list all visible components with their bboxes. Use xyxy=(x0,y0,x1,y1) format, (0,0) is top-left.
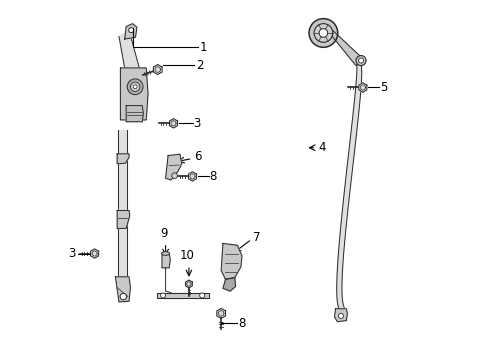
Circle shape xyxy=(308,19,337,47)
Polygon shape xyxy=(216,309,225,319)
Polygon shape xyxy=(188,172,196,181)
Circle shape xyxy=(133,85,137,89)
Polygon shape xyxy=(117,211,129,228)
Circle shape xyxy=(171,173,177,179)
Circle shape xyxy=(338,314,343,319)
Text: 2: 2 xyxy=(196,59,203,72)
Circle shape xyxy=(319,29,327,37)
Polygon shape xyxy=(332,30,361,65)
Polygon shape xyxy=(162,253,170,268)
Circle shape xyxy=(127,79,142,95)
Circle shape xyxy=(358,58,363,63)
Text: 3: 3 xyxy=(193,117,201,130)
Text: 1: 1 xyxy=(199,41,207,54)
Polygon shape xyxy=(124,24,137,39)
Text: 10: 10 xyxy=(179,249,194,262)
Polygon shape xyxy=(90,249,99,258)
Circle shape xyxy=(355,55,366,66)
Text: 8: 8 xyxy=(209,170,217,183)
Polygon shape xyxy=(169,119,177,128)
Polygon shape xyxy=(223,278,235,291)
Polygon shape xyxy=(126,105,143,122)
Polygon shape xyxy=(336,64,361,308)
Circle shape xyxy=(130,82,140,91)
Text: 9: 9 xyxy=(160,227,167,240)
Circle shape xyxy=(128,28,133,33)
Polygon shape xyxy=(117,154,129,164)
Polygon shape xyxy=(115,277,130,302)
Polygon shape xyxy=(334,309,346,321)
Text: 4: 4 xyxy=(317,141,325,154)
Text: 5: 5 xyxy=(379,81,386,94)
Polygon shape xyxy=(119,30,140,76)
Text: 7: 7 xyxy=(253,231,261,244)
Polygon shape xyxy=(118,130,126,277)
Polygon shape xyxy=(120,68,148,120)
Circle shape xyxy=(313,24,332,42)
Circle shape xyxy=(199,293,204,298)
Polygon shape xyxy=(221,243,242,279)
Text: 3: 3 xyxy=(68,247,75,260)
Polygon shape xyxy=(156,293,208,298)
Text: 6: 6 xyxy=(194,150,202,163)
Circle shape xyxy=(120,293,126,300)
Polygon shape xyxy=(185,280,192,288)
Ellipse shape xyxy=(162,252,169,255)
Polygon shape xyxy=(165,154,182,180)
Polygon shape xyxy=(153,64,162,75)
Text: 8: 8 xyxy=(238,317,245,330)
Circle shape xyxy=(160,293,165,298)
Polygon shape xyxy=(358,83,366,92)
